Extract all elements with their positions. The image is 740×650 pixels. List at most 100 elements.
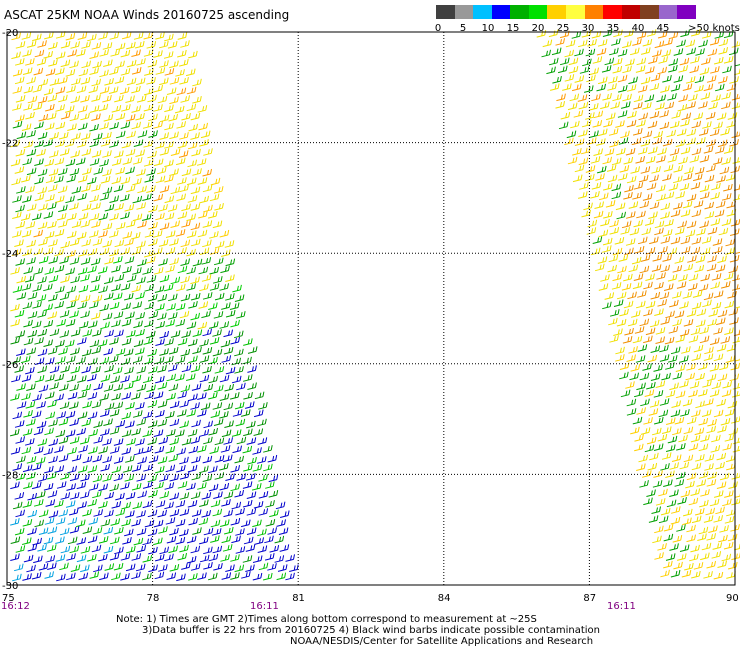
wind-barb (693, 200, 704, 208)
wind-barb (49, 328, 60, 337)
wind-barb (16, 383, 26, 391)
wind-barb (114, 94, 124, 103)
wind-barb (208, 302, 218, 310)
wind-barb (600, 218, 610, 227)
wind-barb (91, 113, 101, 121)
wind-barb (596, 83, 606, 92)
wind-barb (54, 264, 65, 273)
wind-barb (235, 528, 245, 536)
wind-barb (213, 257, 224, 266)
wind-barb (100, 519, 111, 527)
wind-barb (135, 328, 145, 337)
wind-barb (78, 68, 89, 77)
wind-barb (578, 101, 589, 110)
wind-barb (590, 156, 601, 164)
wind-barb (69, 525, 80, 534)
wind-barb (592, 236, 603, 244)
wind-barb (222, 454, 233, 463)
wind-barb (32, 393, 42, 402)
wind-barb (654, 552, 664, 560)
wind-barb (623, 273, 633, 282)
wind-barb (597, 256, 608, 264)
wind-barb (176, 573, 186, 582)
wind-barb (121, 31, 132, 40)
wind-barb (224, 240, 235, 248)
wind-barb (92, 329, 102, 337)
wind-barb (199, 283, 209, 292)
wind-barb (169, 168, 179, 176)
wind-barb (157, 419, 168, 427)
wind-barb (691, 409, 701, 418)
wind-barb (230, 319, 240, 328)
wind-barb (617, 74, 628, 83)
wind-barb (705, 111, 716, 120)
wind-barb (136, 168, 146, 177)
wind-barb (89, 194, 99, 203)
wind-barb (568, 57, 579, 66)
wind-barb (186, 321, 197, 330)
wind-barb (16, 186, 26, 194)
wind-barb (122, 265, 132, 274)
wind-barb (98, 483, 108, 492)
wind-barb (682, 508, 693, 517)
wind-barb (82, 329, 92, 337)
wind-barb (89, 213, 100, 221)
wind-barb (666, 129, 676, 138)
wind-barb (243, 392, 253, 400)
wind-barb (55, 429, 66, 438)
wind-barb (15, 148, 26, 157)
wind-barb (45, 374, 55, 382)
wind-barb (568, 66, 579, 74)
wind-barb (145, 330, 156, 339)
wind-barb (700, 273, 710, 282)
wind-barb (202, 239, 212, 248)
wind-barb (142, 500, 153, 509)
wind-barb (181, 168, 192, 177)
wind-barb (133, 537, 144, 546)
wind-barb (711, 551, 722, 559)
wind-barb (253, 409, 264, 418)
wind-barb (701, 236, 712, 244)
wind-barb (76, 537, 87, 545)
wind-barb (676, 128, 687, 137)
wind-barb (679, 355, 689, 363)
wind-barb (175, 69, 185, 77)
wind-barb (142, 429, 153, 438)
wind-barb (154, 553, 165, 562)
wind-barb (598, 229, 609, 238)
wind-barb (123, 292, 134, 301)
wind-barb (77, 465, 88, 473)
wind-barb (679, 183, 690, 191)
wind-barb (190, 132, 200, 140)
wind-barb (640, 398, 650, 407)
wind-barb (555, 38, 565, 46)
wind-barb (220, 445, 231, 453)
wind-barb (662, 173, 672, 182)
wind-barb (648, 515, 659, 523)
wind-barb (708, 101, 718, 110)
wind-barb (26, 418, 36, 427)
wind-barb (177, 409, 187, 417)
wind-barb (55, 339, 65, 348)
wind-barb (126, 130, 136, 139)
wind-barb (611, 157, 622, 166)
wind-barb (686, 101, 696, 109)
wind-barb (663, 479, 673, 487)
wind-barb (556, 93, 566, 102)
latitude-label: -28 (2, 470, 18, 481)
wind-barb (200, 130, 211, 139)
wind-barb (186, 535, 197, 544)
wind-barb (65, 69, 76, 77)
wind-barb (609, 335, 619, 343)
wind-barb (614, 237, 625, 245)
wind-barb (190, 545, 201, 554)
wind-barb (192, 346, 202, 355)
wind-barb (209, 446, 220, 454)
wind-barb (665, 553, 676, 561)
wind-barb (65, 158, 76, 167)
wind-barb (231, 501, 242, 510)
wind-barb (148, 130, 158, 138)
wind-barb (234, 564, 245, 573)
wind-barb (637, 85, 648, 93)
wind-barb (721, 553, 732, 562)
